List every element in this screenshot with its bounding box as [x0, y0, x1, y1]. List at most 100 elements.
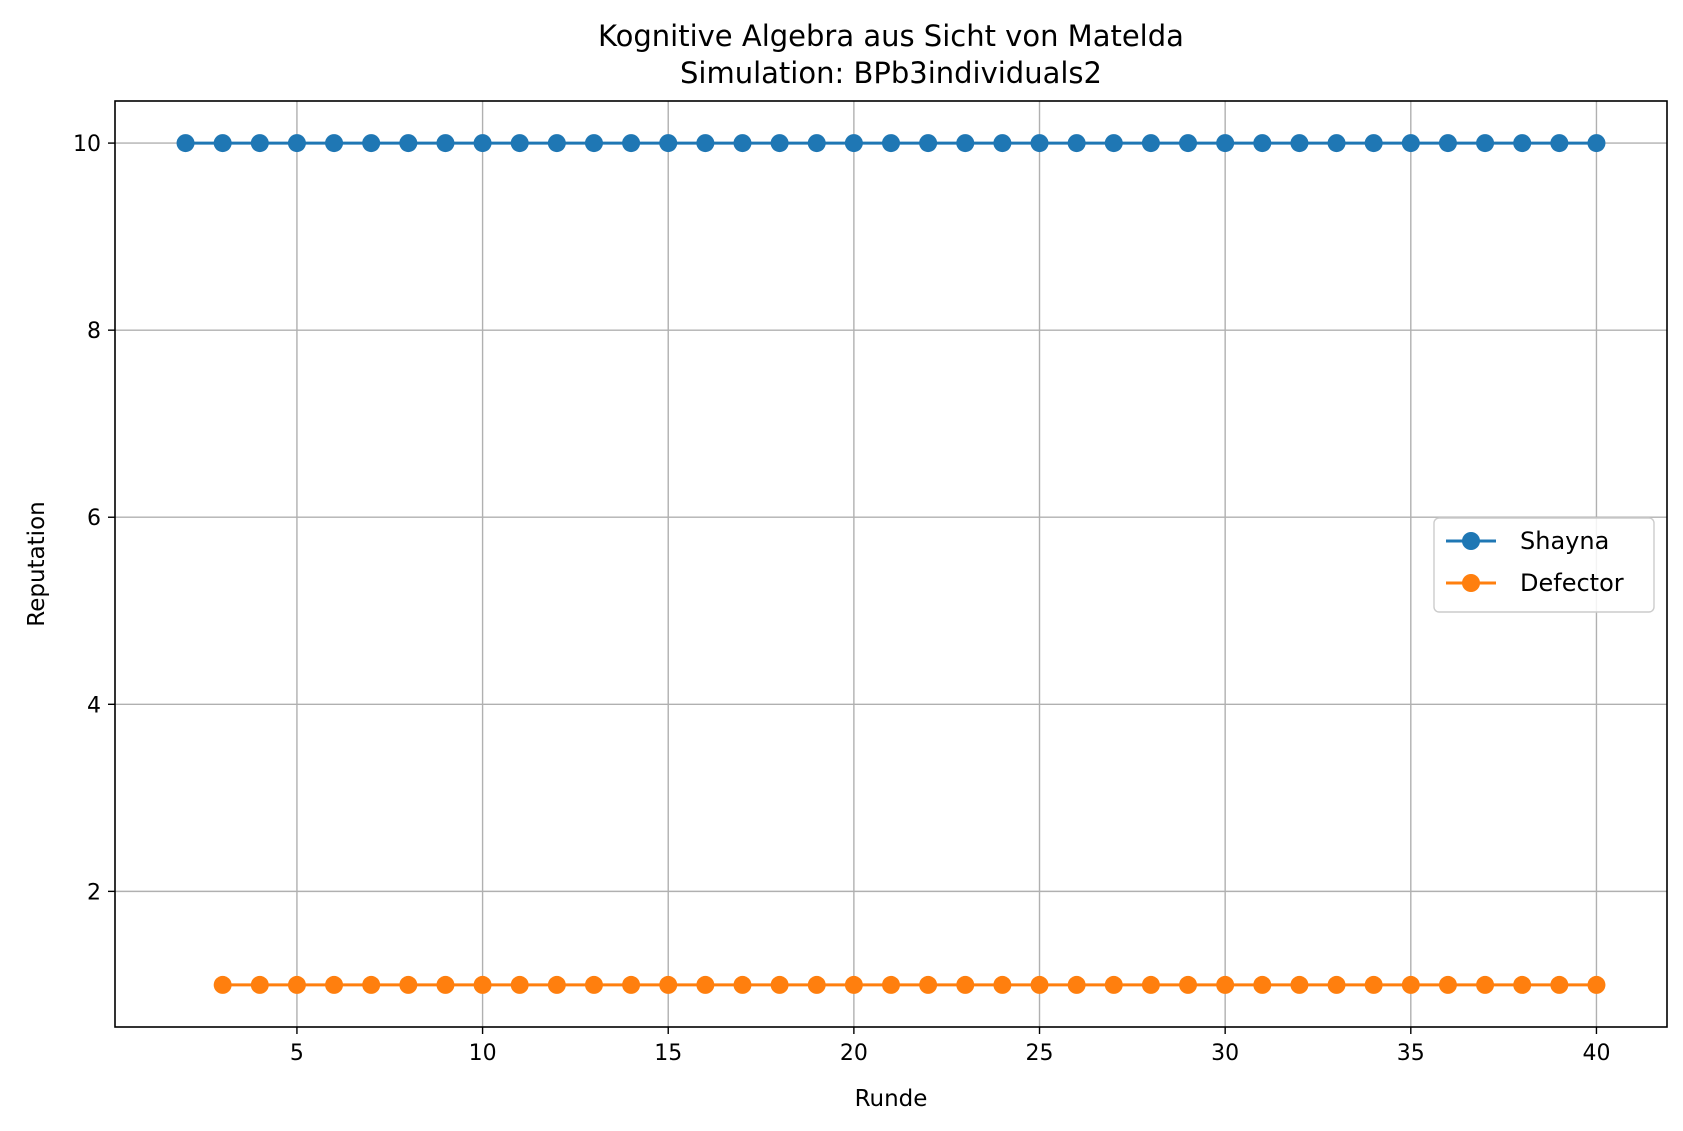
series-points — [176, 134, 1606, 994]
data-point-shayna — [770, 134, 789, 153]
data-point-shayna — [213, 134, 232, 153]
data-point-shayna — [622, 134, 641, 153]
data-point-shayna — [176, 134, 195, 153]
legend-label-shayna: Shayna — [1520, 527, 1609, 555]
x-axis-ticks: 5 10 15 20 25 30 35 40 — [290, 1027, 1610, 1066]
x-tick-label: 20 — [840, 1041, 868, 1066]
data-point-defector — [659, 975, 678, 994]
data-point-defector — [844, 975, 863, 994]
y-tick-label: 6 — [87, 506, 101, 531]
data-point-shayna — [436, 134, 455, 153]
data-point-shayna — [1104, 134, 1123, 153]
data-point-defector — [362, 975, 381, 994]
data-point-defector — [733, 975, 752, 994]
x-axis-label: Runde — [855, 1086, 928, 1112]
data-point-shayna — [733, 134, 752, 153]
data-point-shayna — [1364, 134, 1383, 153]
x-tick-label: 5 — [290, 1041, 304, 1066]
data-point-defector — [1253, 975, 1272, 994]
x-tick-label: 15 — [654, 1041, 682, 1066]
data-point-defector — [956, 975, 975, 994]
data-point-shayna — [1290, 134, 1309, 153]
data-point-defector — [1513, 975, 1532, 994]
data-point-shayna — [287, 134, 306, 153]
data-point-shayna — [1327, 134, 1346, 153]
chart-title: Kognitive Algebra aus Sicht von Matelda — [598, 19, 1184, 53]
data-point-defector — [1290, 975, 1309, 994]
data-point-defector — [250, 975, 269, 994]
data-point-shayna — [696, 134, 715, 153]
data-point-defector — [1179, 975, 1198, 994]
y-tick-label: 4 — [87, 693, 101, 718]
data-point-shayna — [1067, 134, 1086, 153]
data-point-defector — [1476, 975, 1495, 994]
x-tick-label: 10 — [469, 1041, 497, 1066]
data-point-defector — [1550, 975, 1569, 994]
data-point-defector — [1141, 975, 1160, 994]
data-point-shayna — [956, 134, 975, 153]
data-point-shayna — [1587, 134, 1606, 153]
data-point-shayna — [250, 134, 269, 153]
data-point-shayna — [844, 134, 863, 153]
data-point-shayna — [510, 134, 529, 153]
data-point-defector — [473, 975, 492, 994]
y-tick-label: 2 — [87, 880, 101, 905]
legend-marker-shayna — [1462, 532, 1480, 550]
data-point-defector — [807, 975, 826, 994]
data-point-defector — [213, 975, 232, 994]
data-point-shayna — [362, 134, 381, 153]
data-point-shayna — [584, 134, 603, 153]
data-point-defector — [436, 975, 455, 994]
x-tick-label: 25 — [1026, 1041, 1054, 1066]
data-point-shayna — [1141, 134, 1160, 153]
data-point-defector — [1216, 975, 1235, 994]
y-axis-label: Reputation — [24, 501, 50, 626]
data-point-shayna — [919, 134, 938, 153]
legend-label-defector: Defector — [1520, 569, 1624, 597]
data-point-shayna — [1476, 134, 1495, 153]
data-point-defector — [993, 975, 1012, 994]
chart-subtitle: Simulation: BPb3individuals2 — [680, 56, 1102, 90]
data-point-shayna — [399, 134, 418, 153]
data-point-defector — [325, 975, 344, 994]
x-tick-label: 35 — [1397, 1041, 1425, 1066]
x-tick-label: 30 — [1211, 1041, 1239, 1066]
data-point-shayna — [807, 134, 826, 153]
data-point-defector — [1364, 975, 1383, 994]
data-point-shayna — [1513, 134, 1532, 153]
legend-marker-defector — [1462, 574, 1480, 592]
data-point-defector — [919, 975, 938, 994]
data-point-shayna — [1030, 134, 1049, 153]
data-point-defector — [1438, 975, 1457, 994]
data-point-shayna — [1550, 134, 1569, 153]
data-point-defector — [622, 975, 641, 994]
data-point-shayna — [882, 134, 900, 153]
data-point-shayna — [547, 134, 566, 153]
data-point-shayna — [325, 134, 344, 153]
data-point-defector — [287, 975, 306, 994]
data-point-defector — [510, 975, 529, 994]
data-point-defector — [1030, 975, 1049, 994]
legend: Shayna Defector — [1433, 517, 1655, 613]
y-tick-label: 10 — [73, 132, 101, 157]
data-point-shayna — [1401, 134, 1420, 153]
y-tick-label: 8 — [87, 319, 101, 344]
data-point-defector — [399, 975, 418, 994]
data-point-shayna — [1253, 134, 1272, 153]
data-point-shayna — [1438, 134, 1457, 153]
x-tick-label: 40 — [1582, 1041, 1610, 1066]
data-point-shayna — [659, 134, 678, 153]
data-point-defector — [1587, 975, 1606, 994]
data-point-shayna — [473, 134, 492, 153]
data-point-defector — [882, 975, 900, 994]
y-axis-ticks: 2 4 6 8 10 — [73, 132, 115, 905]
data-point-defector — [1327, 975, 1346, 994]
plot-frame — [114, 100, 1668, 1028]
data-point-defector — [1067, 975, 1086, 994]
data-point-defector — [696, 975, 715, 994]
data-point-shayna — [1179, 134, 1198, 153]
data-point-shayna — [1216, 134, 1235, 153]
data-point-defector — [1104, 975, 1123, 994]
